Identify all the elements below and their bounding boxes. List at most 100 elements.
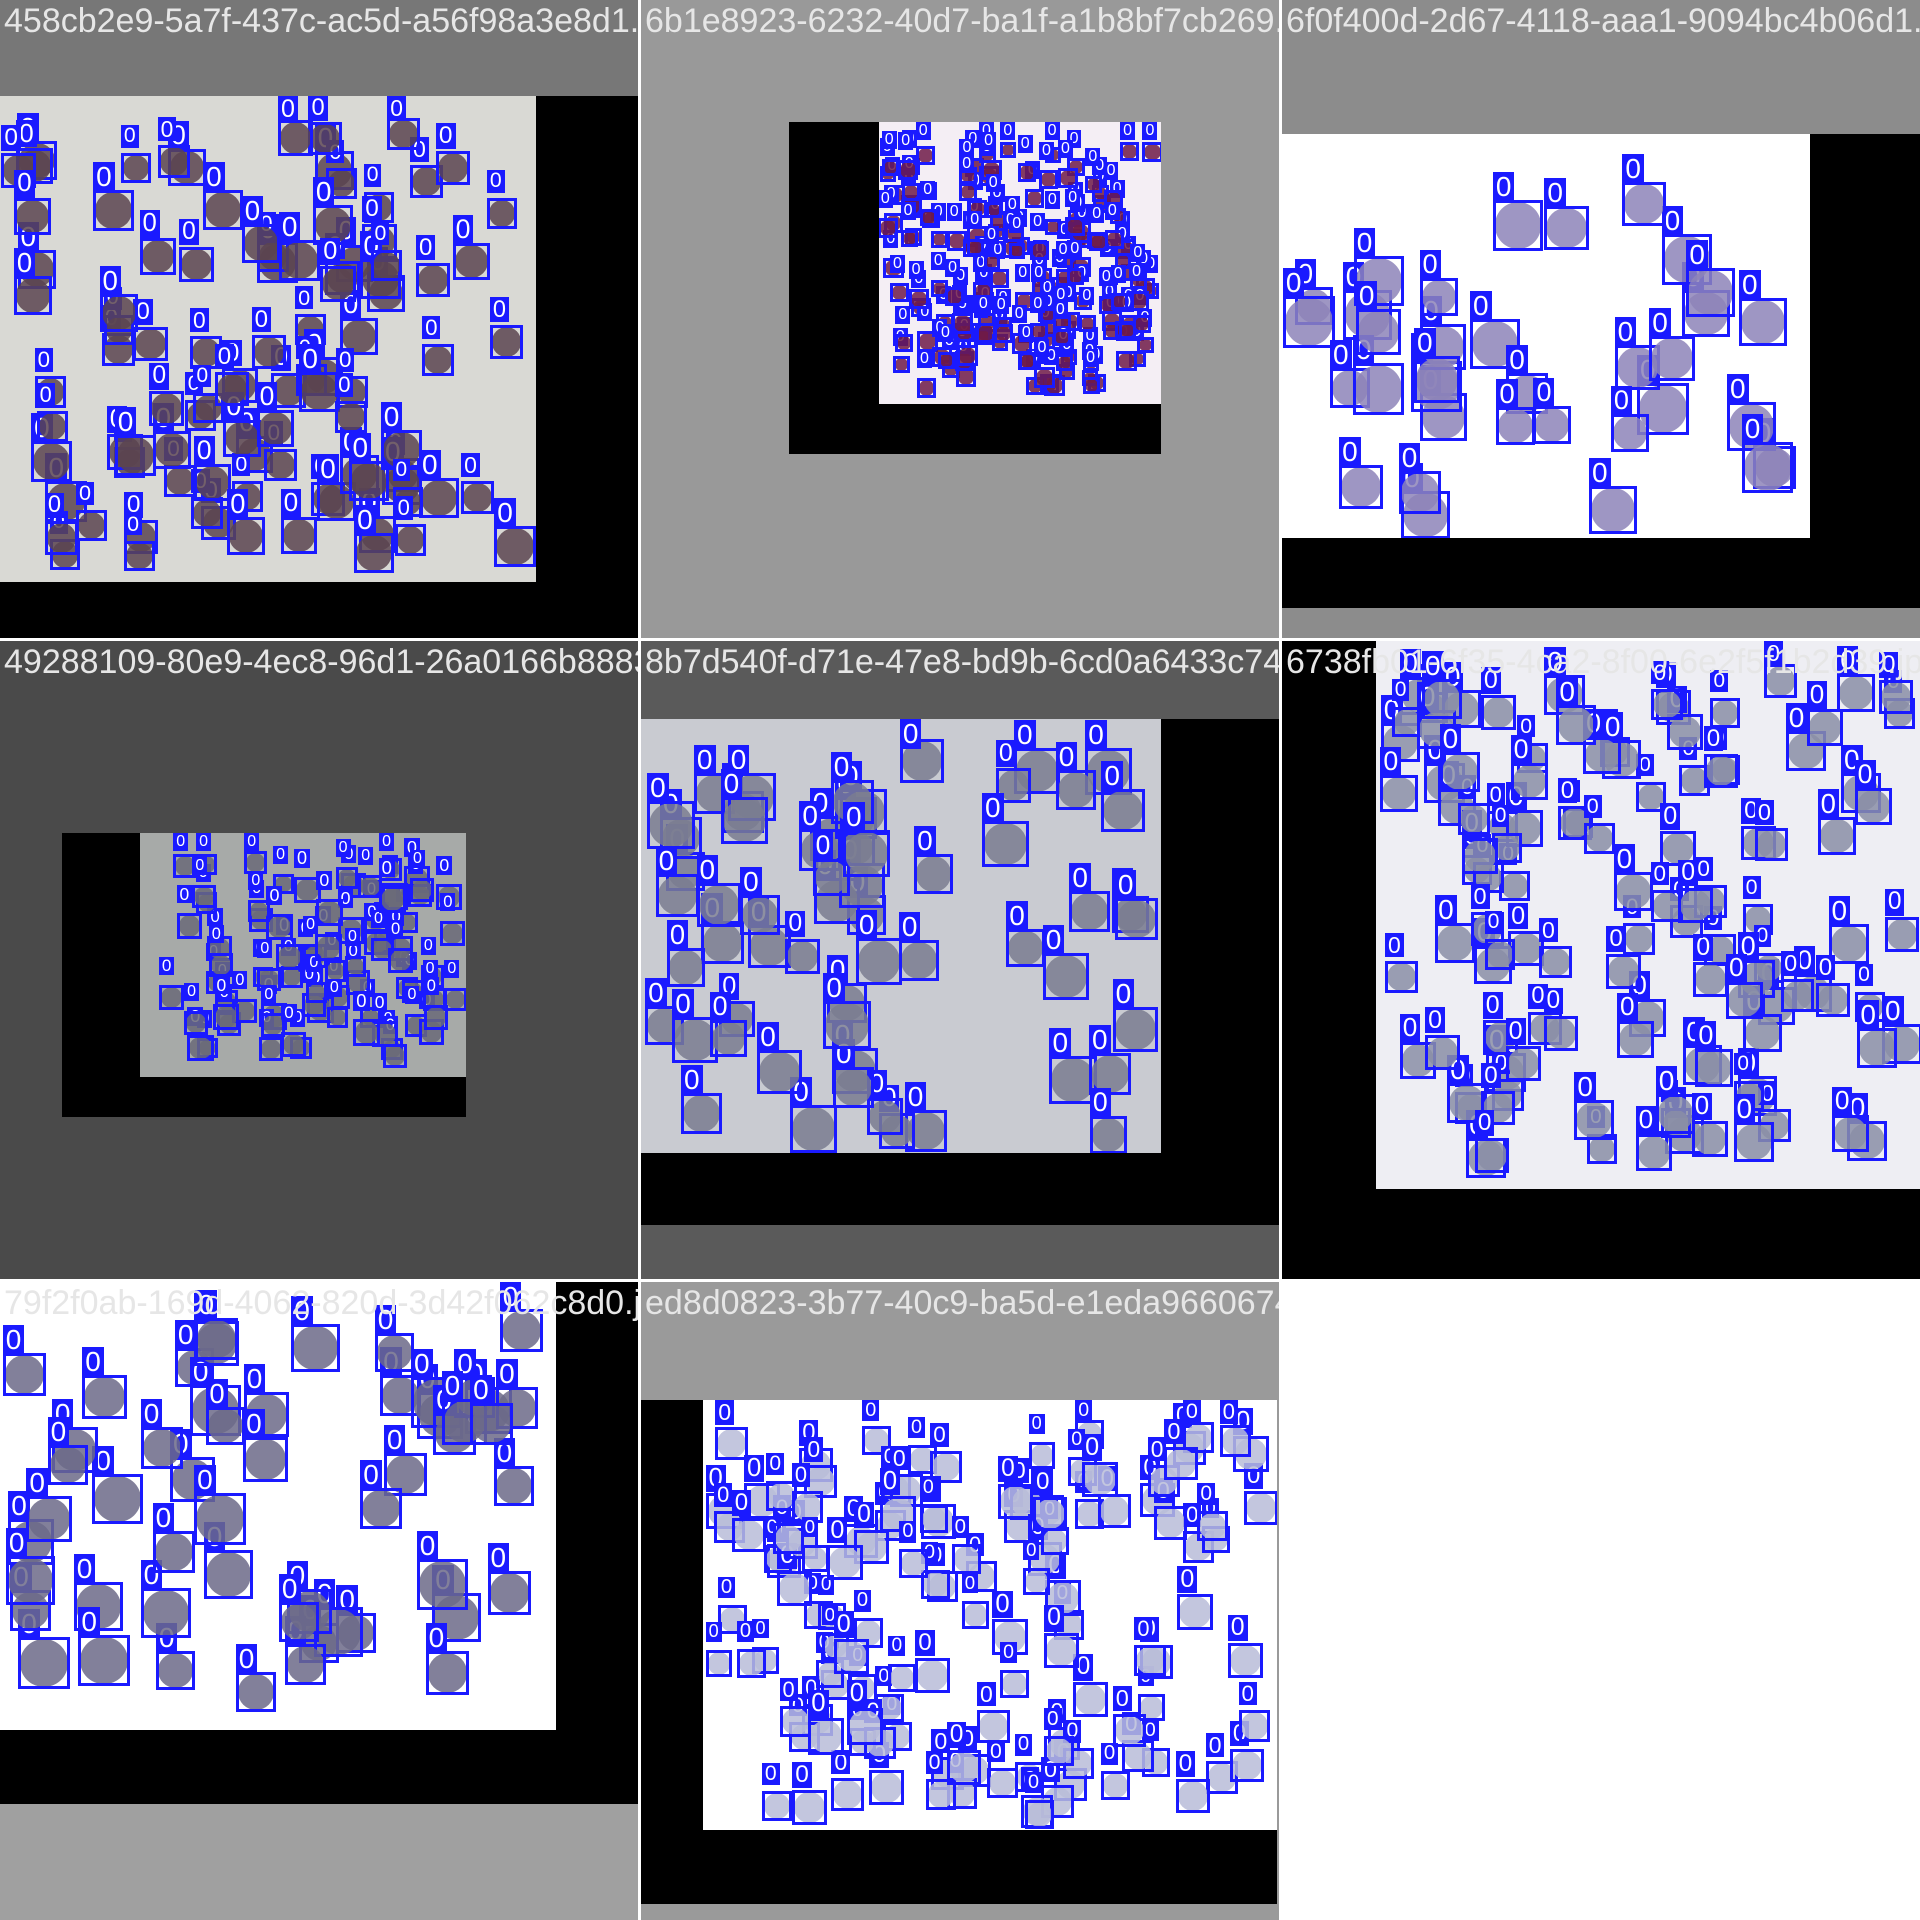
detection-box <box>993 323 1014 343</box>
detection-class-label: 0 <box>1414 328 1436 359</box>
detection-box <box>1666 713 1703 750</box>
detection-class-label: 0 <box>879 1467 901 1496</box>
detection-class-label: 0 <box>1857 1000 1879 1031</box>
detection-class-label: 0 <box>1282 268 1305 299</box>
detection-box <box>278 120 314 156</box>
blood-cell <box>84 1376 125 1418</box>
detection-class-label: 0 <box>666 920 689 949</box>
detection-box <box>487 1571 532 1615</box>
detection-box <box>1065 216 1085 237</box>
detection-box <box>959 183 978 202</box>
detection-box <box>140 1587 192 1639</box>
detection-class-label: 0 <box>1079 287 1095 306</box>
blood-cell <box>1476 1140 1508 1171</box>
detection-class-label: 0 <box>99 265 121 296</box>
detection-box <box>987 1767 1018 1799</box>
blood-cell <box>1625 925 1653 953</box>
detection-class-label: 0 <box>831 1750 851 1775</box>
blood-cell <box>472 1404 511 1444</box>
detection-box <box>801 1544 830 1573</box>
blood-cell <box>834 1068 873 1107</box>
blood-cell <box>1102 1772 1129 1799</box>
detection-class-label: 0 <box>371 222 390 245</box>
detection-box <box>387 117 420 151</box>
blood-cell <box>961 185 976 200</box>
detection-box <box>371 250 403 281</box>
detection-class-label: 0 <box>1385 932 1404 957</box>
detection-class-label: 0 <box>1806 681 1828 709</box>
detection-box <box>1806 709 1844 746</box>
blood-cell <box>1027 1802 1052 1828</box>
detection-box <box>1574 1099 1615 1140</box>
blood-cell <box>1166 1448 1196 1479</box>
detection-class-label: 0 <box>1085 720 1107 751</box>
detection-box <box>1100 1770 1131 1801</box>
detection-class-label: 0 <box>174 1319 197 1350</box>
blood-cell <box>1046 220 1060 234</box>
detection-class-label: 0 <box>1695 1021 1717 1050</box>
detection-class-label: 0 <box>308 96 328 122</box>
blood-cell <box>1589 1135 1616 1162</box>
detection-class-label: 0 <box>303 916 318 935</box>
blood-cell <box>380 887 404 911</box>
blood-cell <box>903 184 919 200</box>
blood-cell <box>337 403 365 432</box>
detection-class-label: 0 <box>1000 122 1016 140</box>
blood-cell <box>80 1636 128 1685</box>
detection-class-label: 0 <box>1031 264 1047 283</box>
detection-class-label: 0 <box>410 1349 433 1380</box>
blood-cell <box>722 799 766 843</box>
detection-box <box>1492 200 1544 251</box>
blood-cell <box>825 1003 870 1048</box>
detection-box <box>195 1317 239 1361</box>
blood-cell <box>814 861 848 895</box>
detection-class-label: 0 <box>672 988 694 1019</box>
blood-cell <box>1051 1058 1096 1102</box>
detection-class-label: 0 <box>908 260 924 279</box>
blood-cell <box>1576 1101 1613 1138</box>
blood-cell <box>318 901 341 924</box>
detection-box <box>1650 688 1683 721</box>
blood-cell <box>1486 941 1514 968</box>
detection-class-label: 0 <box>709 992 731 1021</box>
blood-cell <box>250 902 269 921</box>
blood-cell <box>894 357 908 371</box>
detection-class-label: 0 <box>1492 172 1515 203</box>
detection-box <box>1175 1778 1211 1814</box>
detection-box <box>335 401 367 434</box>
detection-class-label: 0 <box>206 1379 228 1408</box>
detection-class-label: 0 <box>930 251 946 270</box>
blood-cell <box>362 1490 400 1528</box>
detection-box <box>985 202 1002 218</box>
detection-box <box>1556 704 1597 745</box>
blood-cell <box>1002 1672 1027 1697</box>
detection-box <box>946 1750 982 1785</box>
blood-cell <box>958 347 976 365</box>
detection-box <box>176 912 203 939</box>
blood-cell <box>1131 293 1147 309</box>
detection-class-label: 0 <box>1785 702 1808 733</box>
detection-box <box>777 1570 813 1606</box>
blood-cell <box>927 1781 955 1808</box>
blood-cell <box>1099 1496 1130 1526</box>
blood-cell <box>7 1557 54 1604</box>
blood-cell <box>733 1520 764 1551</box>
detection-class-label: 0 <box>1110 265 1126 284</box>
detection-box <box>995 768 1032 804</box>
detection-box <box>1583 736 1621 775</box>
detection-class-label: 0 <box>416 1531 439 1562</box>
blood-cell <box>261 1038 282 1059</box>
blood-cell <box>1585 824 1613 852</box>
detection-class-label: 0 <box>875 1665 893 1687</box>
detection-class-label: 0 <box>967 210 983 229</box>
blood-cell <box>229 518 264 553</box>
detection-box <box>920 1570 950 1600</box>
blood-cell <box>1437 925 1474 962</box>
blood-cell <box>195 465 230 500</box>
blood-cell <box>1139 338 1152 351</box>
detection-box <box>757 1049 802 1095</box>
blood-cell <box>384 1045 406 1066</box>
blood-cell <box>1501 872 1528 899</box>
